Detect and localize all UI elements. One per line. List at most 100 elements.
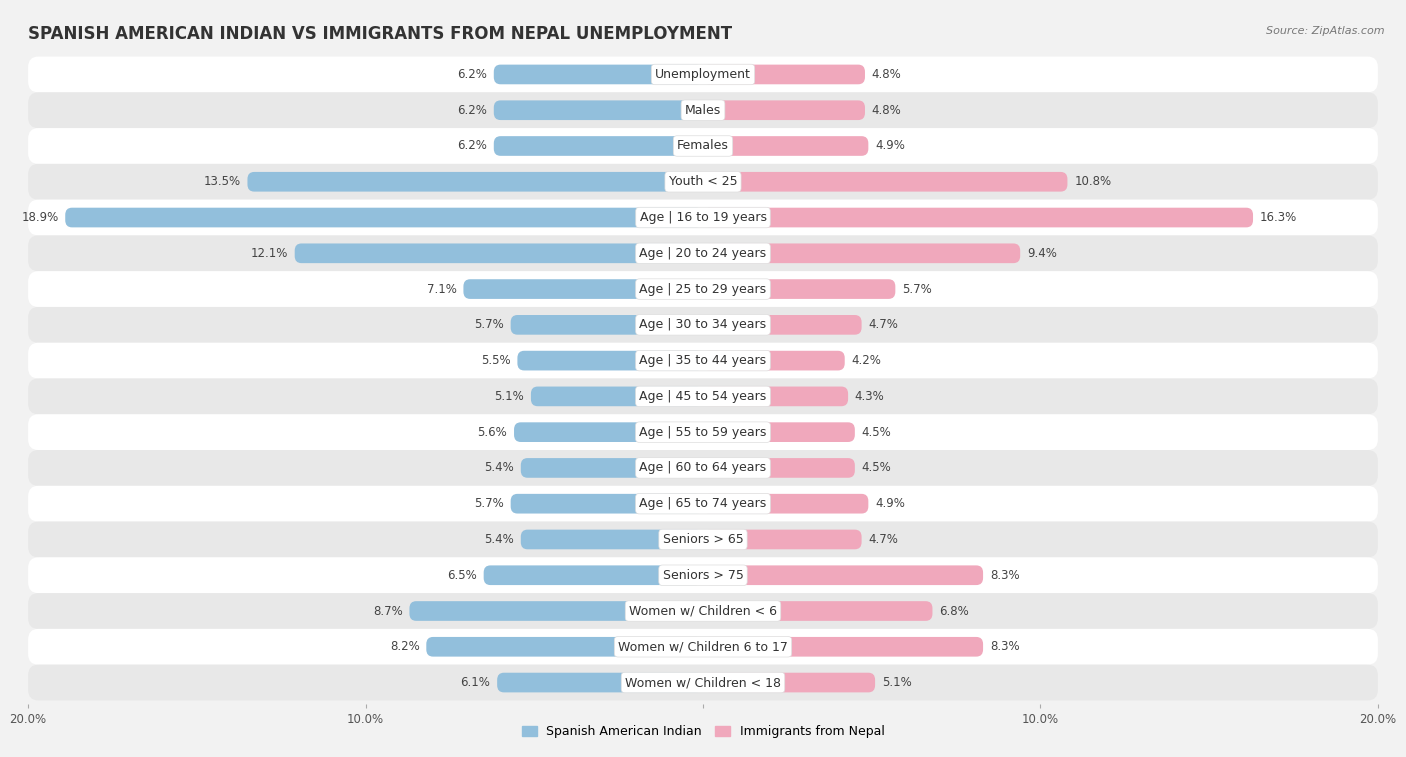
FancyBboxPatch shape [494,136,703,156]
Text: Age | 55 to 59 years: Age | 55 to 59 years [640,425,766,438]
FancyBboxPatch shape [28,450,1378,486]
Text: Seniors > 75: Seniors > 75 [662,569,744,581]
Text: 5.6%: 5.6% [478,425,508,438]
FancyBboxPatch shape [28,486,1378,522]
FancyBboxPatch shape [703,279,896,299]
Text: 4.7%: 4.7% [869,319,898,332]
Text: 4.8%: 4.8% [872,68,901,81]
FancyBboxPatch shape [28,343,1378,378]
Text: 5.7%: 5.7% [474,319,503,332]
Text: Women w/ Children 6 to 17: Women w/ Children 6 to 17 [619,640,787,653]
FancyBboxPatch shape [703,387,848,407]
Text: 8.2%: 8.2% [389,640,419,653]
FancyBboxPatch shape [28,593,1378,629]
FancyBboxPatch shape [703,315,862,335]
Text: 18.9%: 18.9% [21,211,59,224]
Text: 8.3%: 8.3% [990,640,1019,653]
FancyBboxPatch shape [703,530,862,550]
Text: Age | 45 to 54 years: Age | 45 to 54 years [640,390,766,403]
FancyBboxPatch shape [703,64,865,84]
Text: 8.3%: 8.3% [990,569,1019,581]
FancyBboxPatch shape [28,378,1378,414]
Text: Youth < 25: Youth < 25 [669,176,737,188]
FancyBboxPatch shape [484,565,703,585]
FancyBboxPatch shape [494,101,703,120]
Text: Women w/ Children < 18: Women w/ Children < 18 [626,676,780,689]
FancyBboxPatch shape [28,235,1378,271]
Text: 4.9%: 4.9% [875,497,905,510]
FancyBboxPatch shape [703,350,845,370]
FancyBboxPatch shape [28,307,1378,343]
FancyBboxPatch shape [703,207,1253,227]
Text: Females: Females [678,139,728,152]
FancyBboxPatch shape [703,637,983,656]
Text: 4.5%: 4.5% [862,425,891,438]
FancyBboxPatch shape [28,200,1378,235]
Text: 5.4%: 5.4% [484,462,515,475]
Text: 4.8%: 4.8% [872,104,901,117]
FancyBboxPatch shape [703,101,865,120]
FancyBboxPatch shape [520,458,703,478]
Text: 6.1%: 6.1% [461,676,491,689]
Text: 4.2%: 4.2% [852,354,882,367]
Text: 16.3%: 16.3% [1260,211,1296,224]
FancyBboxPatch shape [28,665,1378,700]
Legend: Spanish American Indian, Immigrants from Nepal: Spanish American Indian, Immigrants from… [516,721,890,743]
Text: Age | 60 to 64 years: Age | 60 to 64 years [640,462,766,475]
FancyBboxPatch shape [703,244,1021,263]
FancyBboxPatch shape [28,57,1378,92]
FancyBboxPatch shape [28,414,1378,450]
Text: 4.5%: 4.5% [862,462,891,475]
FancyBboxPatch shape [295,244,703,263]
Text: 5.7%: 5.7% [903,282,932,295]
FancyBboxPatch shape [703,565,983,585]
Text: 5.1%: 5.1% [882,676,911,689]
FancyBboxPatch shape [494,64,703,84]
FancyBboxPatch shape [510,315,703,335]
Text: 7.1%: 7.1% [427,282,457,295]
Text: 8.7%: 8.7% [373,605,402,618]
Text: SPANISH AMERICAN INDIAN VS IMMIGRANTS FROM NEPAL UNEMPLOYMENT: SPANISH AMERICAN INDIAN VS IMMIGRANTS FR… [28,25,733,43]
Text: Source: ZipAtlas.com: Source: ZipAtlas.com [1267,26,1385,36]
FancyBboxPatch shape [703,601,932,621]
FancyBboxPatch shape [515,422,703,442]
FancyBboxPatch shape [28,522,1378,557]
FancyBboxPatch shape [28,164,1378,200]
FancyBboxPatch shape [531,387,703,407]
FancyBboxPatch shape [65,207,703,227]
FancyBboxPatch shape [28,629,1378,665]
Text: 6.2%: 6.2% [457,68,486,81]
Text: 10.8%: 10.8% [1074,176,1111,188]
FancyBboxPatch shape [28,557,1378,593]
Text: Seniors > 65: Seniors > 65 [662,533,744,546]
FancyBboxPatch shape [520,530,703,550]
Text: Age | 30 to 34 years: Age | 30 to 34 years [640,319,766,332]
FancyBboxPatch shape [464,279,703,299]
Text: 4.3%: 4.3% [855,390,884,403]
Text: Age | 35 to 44 years: Age | 35 to 44 years [640,354,766,367]
FancyBboxPatch shape [703,458,855,478]
FancyBboxPatch shape [409,601,703,621]
Text: 6.5%: 6.5% [447,569,477,581]
Text: Males: Males [685,104,721,117]
FancyBboxPatch shape [426,637,703,656]
FancyBboxPatch shape [247,172,703,192]
Text: 12.1%: 12.1% [250,247,288,260]
Text: 6.2%: 6.2% [457,104,486,117]
Text: 5.4%: 5.4% [484,533,515,546]
FancyBboxPatch shape [498,673,703,693]
FancyBboxPatch shape [703,172,1067,192]
FancyBboxPatch shape [703,136,869,156]
FancyBboxPatch shape [703,673,875,693]
FancyBboxPatch shape [510,494,703,513]
FancyBboxPatch shape [28,128,1378,164]
Text: 5.1%: 5.1% [495,390,524,403]
Text: 4.7%: 4.7% [869,533,898,546]
Text: 13.5%: 13.5% [204,176,240,188]
FancyBboxPatch shape [703,422,855,442]
FancyBboxPatch shape [517,350,703,370]
Text: 4.9%: 4.9% [875,139,905,152]
Text: Age | 20 to 24 years: Age | 20 to 24 years [640,247,766,260]
Text: 5.5%: 5.5% [481,354,510,367]
FancyBboxPatch shape [28,92,1378,128]
